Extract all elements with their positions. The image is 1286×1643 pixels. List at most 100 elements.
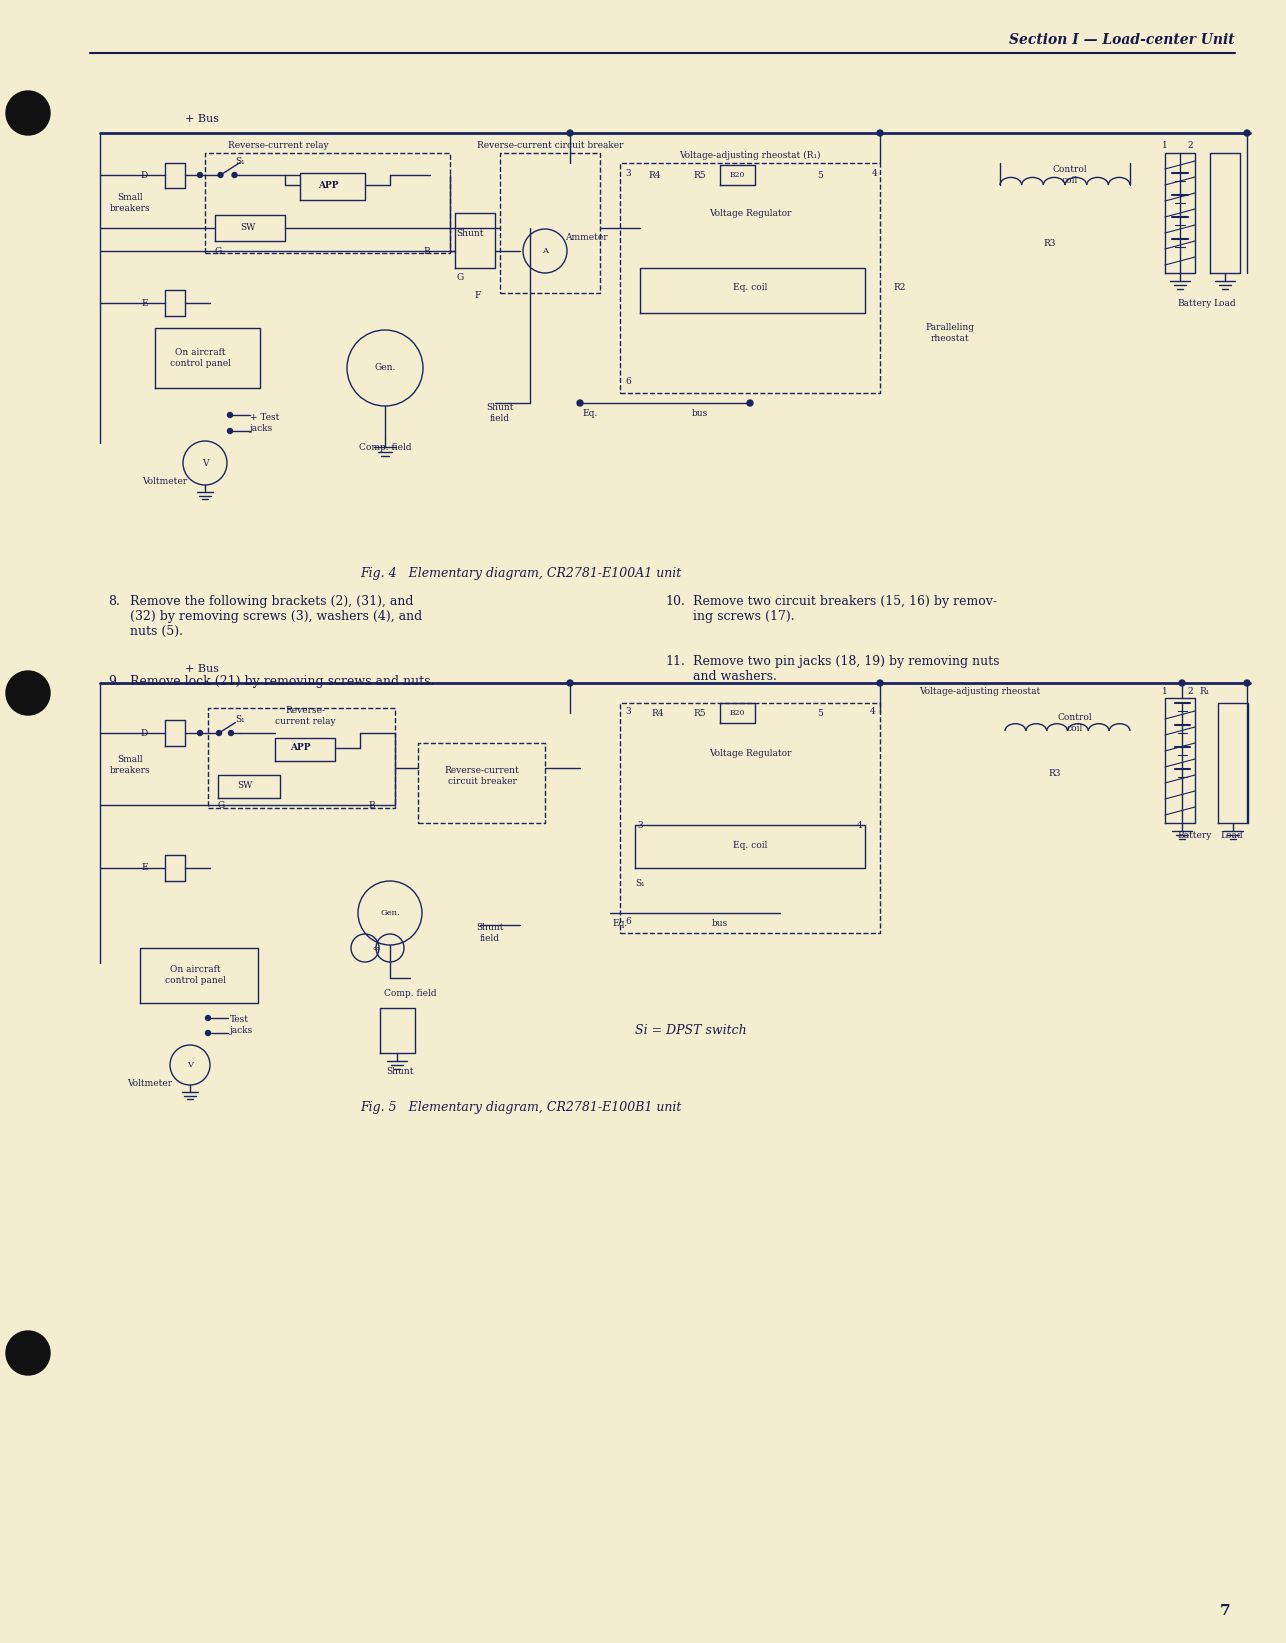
Text: Eq.: Eq. bbox=[612, 918, 628, 928]
Text: Voltmeter: Voltmeter bbox=[143, 476, 188, 485]
Text: Eq. coil: Eq. coil bbox=[733, 284, 768, 292]
Text: Load: Load bbox=[1220, 830, 1244, 840]
Text: SW: SW bbox=[240, 223, 256, 233]
Circle shape bbox=[219, 173, 222, 177]
Text: Ammeter: Ammeter bbox=[565, 233, 607, 243]
Circle shape bbox=[1244, 130, 1250, 136]
Circle shape bbox=[1244, 680, 1250, 687]
Text: A: A bbox=[541, 246, 548, 255]
Text: 1: 1 bbox=[1163, 687, 1168, 695]
Text: Section I — Load-center Unit: Section I — Load-center Unit bbox=[1010, 33, 1235, 48]
Text: R2: R2 bbox=[894, 284, 907, 292]
Text: Voltage Regulator: Voltage Regulator bbox=[709, 209, 791, 217]
Circle shape bbox=[228, 412, 233, 417]
Text: ⊙⊙: ⊙⊙ bbox=[373, 945, 381, 951]
Text: APP: APP bbox=[318, 181, 338, 189]
Text: Shunt: Shunt bbox=[457, 228, 484, 238]
Text: Reverse-current
circuit breaker: Reverse-current circuit breaker bbox=[445, 766, 520, 785]
Text: Shunt: Shunt bbox=[386, 1066, 414, 1076]
Text: Control
coil: Control coil bbox=[1053, 166, 1087, 184]
Text: Test
jacks: Test jacks bbox=[230, 1015, 253, 1035]
Text: Load: Load bbox=[1214, 299, 1236, 307]
Text: E: E bbox=[141, 864, 148, 872]
Text: S₁: S₁ bbox=[635, 879, 644, 887]
Circle shape bbox=[206, 1015, 211, 1020]
Text: Remove the following brackets (2), (31), and
(32) by removing screws (3), washer: Remove the following brackets (2), (31),… bbox=[130, 595, 422, 637]
Text: Voltage Regulator: Voltage Regulator bbox=[709, 749, 791, 757]
Text: 7: 7 bbox=[1219, 1604, 1229, 1618]
Text: 5: 5 bbox=[817, 708, 823, 718]
Text: + Test
jacks: + Test jacks bbox=[249, 414, 279, 432]
Text: B20: B20 bbox=[729, 171, 745, 179]
Text: G: G bbox=[215, 246, 221, 256]
Text: R5: R5 bbox=[693, 708, 706, 718]
Text: Reverse-
current relay: Reverse- current relay bbox=[275, 706, 336, 726]
Text: 3: 3 bbox=[637, 822, 643, 830]
Text: 9.: 9. bbox=[108, 675, 120, 688]
Circle shape bbox=[567, 130, 574, 136]
Circle shape bbox=[1179, 680, 1184, 687]
Text: D: D bbox=[140, 171, 148, 179]
Text: Comp. field: Comp. field bbox=[359, 444, 412, 452]
Circle shape bbox=[216, 731, 221, 736]
Text: 2: 2 bbox=[1187, 141, 1193, 150]
Circle shape bbox=[877, 130, 883, 136]
Text: SW: SW bbox=[238, 780, 252, 790]
Text: Voltmeter: Voltmeter bbox=[127, 1078, 172, 1088]
Text: R4: R4 bbox=[652, 708, 665, 718]
Text: Shunt
field: Shunt field bbox=[476, 923, 504, 943]
Text: Reverse-current relay: Reverse-current relay bbox=[228, 141, 329, 150]
Text: Battery: Battery bbox=[1178, 830, 1213, 840]
Text: R3: R3 bbox=[1044, 238, 1056, 248]
Text: G: G bbox=[457, 273, 464, 283]
Text: B20: B20 bbox=[729, 710, 745, 716]
Text: V: V bbox=[186, 1061, 193, 1070]
Text: Eq. coil: Eq. coil bbox=[733, 841, 768, 849]
Circle shape bbox=[6, 670, 50, 715]
Text: 2: 2 bbox=[1187, 687, 1193, 695]
Text: 4: 4 bbox=[858, 822, 863, 830]
Text: On aircraft
control panel: On aircraft control panel bbox=[170, 348, 230, 368]
Text: 4: 4 bbox=[871, 706, 876, 715]
Text: Gen.: Gen. bbox=[381, 909, 400, 917]
Text: R5: R5 bbox=[693, 171, 706, 179]
Text: V: V bbox=[202, 458, 208, 468]
Text: bus: bus bbox=[712, 918, 728, 928]
Text: Remove two circuit breakers (15, 16) by remov-
ing screws (17).: Remove two circuit breakers (15, 16) by … bbox=[693, 595, 997, 623]
Text: E: E bbox=[141, 299, 148, 307]
Text: Small
breakers: Small breakers bbox=[109, 194, 150, 212]
Circle shape bbox=[228, 429, 233, 434]
Text: F: F bbox=[475, 291, 481, 299]
Text: B: B bbox=[368, 800, 376, 810]
Circle shape bbox=[198, 173, 202, 177]
Text: 6: 6 bbox=[625, 917, 631, 925]
Text: 1: 1 bbox=[1163, 141, 1168, 150]
Text: R₁: R₁ bbox=[1200, 687, 1210, 695]
Circle shape bbox=[206, 1030, 211, 1035]
Text: G: G bbox=[219, 800, 225, 810]
Text: R4: R4 bbox=[648, 171, 661, 179]
Text: 6: 6 bbox=[625, 376, 631, 386]
Text: 4: 4 bbox=[872, 169, 878, 177]
Circle shape bbox=[567, 680, 574, 687]
Text: On aircraft
control panel: On aircraft control panel bbox=[165, 966, 225, 984]
Text: bus: bus bbox=[692, 409, 709, 417]
Text: Reverse-current circuit breaker: Reverse-current circuit breaker bbox=[477, 141, 624, 150]
Text: Comp. field: Comp. field bbox=[383, 989, 436, 997]
Text: Gen.: Gen. bbox=[374, 363, 396, 373]
Text: Control
coil: Control coil bbox=[1057, 713, 1092, 733]
Text: Voltage-adjusting rheostat: Voltage-adjusting rheostat bbox=[919, 687, 1040, 695]
Text: B: B bbox=[423, 246, 430, 256]
Text: Shunt
field: Shunt field bbox=[486, 403, 513, 422]
Text: Paralleling
rheostat: Paralleling rheostat bbox=[926, 324, 975, 343]
Circle shape bbox=[229, 731, 234, 736]
Text: Voltage-adjusting rheostat (R₁): Voltage-adjusting rheostat (R₁) bbox=[679, 151, 820, 159]
Text: Fig. 4   Elementary diagram, CR2781-E100A1 unit: Fig. 4 Elementary diagram, CR2781-E100A1… bbox=[360, 567, 682, 580]
Text: + Bus: + Bus bbox=[185, 113, 219, 123]
Text: S₁: S₁ bbox=[235, 715, 244, 723]
Text: 10.: 10. bbox=[665, 595, 685, 608]
Text: Battery: Battery bbox=[1178, 299, 1213, 307]
Circle shape bbox=[747, 399, 754, 406]
Circle shape bbox=[198, 731, 202, 736]
Text: APP: APP bbox=[289, 744, 310, 752]
